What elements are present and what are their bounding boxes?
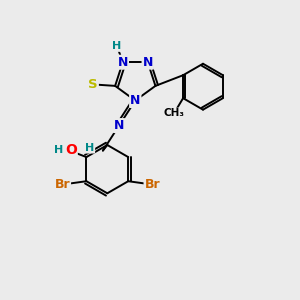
Text: H: H	[85, 142, 94, 153]
Text: N: N	[130, 94, 140, 107]
Text: N: N	[142, 56, 153, 69]
Text: N: N	[114, 119, 124, 132]
Text: CH₃: CH₃	[164, 109, 185, 118]
Text: Br: Br	[54, 178, 70, 191]
Text: Br: Br	[145, 178, 160, 191]
Text: O: O	[65, 143, 77, 157]
Text: S: S	[88, 78, 98, 91]
Text: H: H	[112, 41, 122, 51]
Text: N: N	[118, 56, 128, 69]
Text: H: H	[54, 145, 64, 155]
